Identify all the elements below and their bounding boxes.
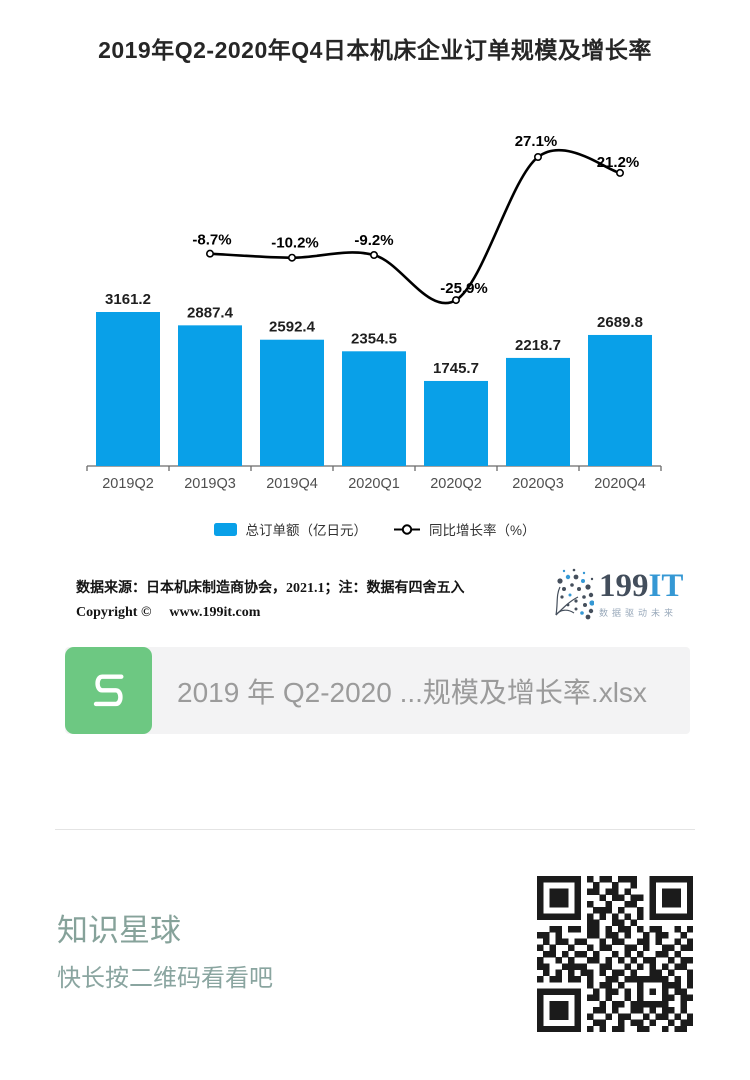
growth-point: [615, 168, 624, 177]
order-chart-svg: 3161.2 2019Q2 2887.4 2019Q3 2592.4 2019Q4 2354…: [86, 133, 662, 492]
growth-point: [287, 253, 296, 262]
199it-dandelion-icon: [555, 568, 594, 620]
growth-point: [451, 296, 460, 305]
bar-value-label: 3161.2: [105, 291, 151, 308]
bar-2019Q3: [178, 325, 242, 466]
growth-value-label: 27.1%: [515, 133, 558, 150]
bar-value-label: 2592.4: [269, 319, 316, 336]
source-note: 数据来源：日本机床制造商协会，2021.1；注：数据有四舍五入: [76, 581, 465, 596]
source-block: 数据来源：日本机床制造商协会，2021.1；注：数据有四舍五入 Copyrigh…: [76, 577, 465, 625]
growth-value-label: -10.2%: [271, 235, 319, 252]
growth-value-label: 21.2%: [597, 154, 640, 171]
chart-legend: 总订单额（亿日元） 同比增长率（%）: [0, 519, 750, 539]
attachment-filename: 2019 年 Q2-2020 ...规模及增长率.xlsx: [177, 676, 647, 708]
bar-value-label: 2887.4: [187, 304, 234, 321]
x-axis-label: 2020Q4: [594, 476, 646, 492]
growth-point: [369, 251, 378, 260]
bar-2019Q4: [260, 339, 324, 466]
growth-line: [208, 149, 622, 305]
copyright-label: Copyright ©: [76, 605, 152, 620]
qr-code: [537, 876, 693, 1032]
x-axis-label: 2019Q3: [184, 476, 236, 492]
legend-item-growth: 同比增长率（%）: [393, 519, 536, 539]
section-divider: [55, 829, 695, 830]
website-text: www.199it.com: [169, 605, 261, 620]
bar-2020Q4: [588, 334, 652, 466]
x-axis-label: 2019Q4: [266, 476, 318, 492]
legend-bar-label: 总订单额（亿日元）: [245, 523, 367, 538]
promo-subtitle: 快长按二维码看看吧: [57, 965, 273, 992]
bar-value-label: 1745.7: [433, 360, 479, 377]
growth-value-label: -25.9%: [440, 280, 488, 297]
bar-value-label: 2354.5: [351, 330, 397, 347]
spreadsheet-file-icon: [65, 647, 152, 734]
bar-value-label: 2218.7: [515, 337, 561, 354]
legend-line-marker-icon: [393, 523, 420, 535]
bar-value-label: 2689.8: [597, 314, 643, 331]
x-axis-label: 2020Q1: [348, 476, 400, 492]
chart-title: 2019年Q2-2020年Q4日本机床企业订单规模及增长率: [98, 37, 652, 63]
legend-bar-swatch: [214, 522, 238, 536]
legend-item-orders: 总订单额（亿日元）: [214, 519, 367, 539]
bar-2019Q2: [96, 312, 160, 466]
growth-point: [533, 152, 542, 161]
wps-s-glyph-icon: [93, 673, 123, 706]
growth-value-label: -8.7%: [192, 232, 231, 249]
promo-title: 知识星球: [57, 913, 181, 948]
attachment-card[interactable]: 2019 年 Q2-2020 ...规模及增长率.xlsx: [65, 647, 690, 734]
x-axis-label: 2020Q2: [430, 476, 482, 492]
bar-2020Q1: [342, 351, 406, 466]
bar-2020Q2: [424, 380, 488, 466]
199it-tagline: 数据驱动未来: [599, 608, 678, 618]
199it-logo: 199IT 数据驱动未来: [548, 564, 683, 622]
x-axis-label: 2020Q3: [512, 476, 564, 492]
x-axis-label: 2019Q2: [102, 476, 154, 492]
growth-point: [206, 249, 215, 258]
199it-wordmark: 199IT: [599, 568, 684, 604]
copyright-line: Copyright © www.199it.com: [76, 601, 465, 625]
bar-2020Q3: [506, 357, 570, 466]
legend-line-label: 同比增长率（%）: [428, 523, 536, 538]
growth-value-label: -9.2%: [354, 232, 393, 249]
